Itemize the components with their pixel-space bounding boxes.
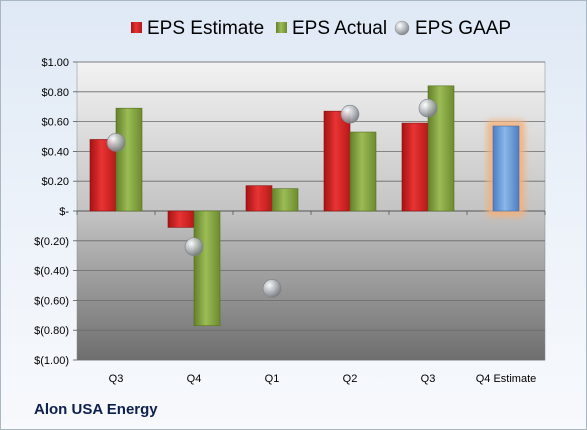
eps-gaap-marker xyxy=(340,104,360,124)
x-tick-label: Q1 xyxy=(265,373,280,385)
eps-actual-bar xyxy=(349,131,377,212)
eps-actual-bar xyxy=(193,210,221,327)
y-tick-label: $(0.60) xyxy=(34,295,69,307)
eps-gaap-marker xyxy=(184,237,204,257)
eps-estimate-bar xyxy=(245,185,273,212)
y-axis-ticks: $1.00 $0.80 $0.60 $0.40 $0.20 $- $(0.20) $(0.40… xyxy=(34,57,77,367)
legend-label-eps-estimate: EPS Estimate xyxy=(147,18,264,39)
x-tick-label: Q2 xyxy=(343,373,358,385)
legend-item-eps-actual: EPS Actual xyxy=(276,18,387,39)
eps-actual-bar xyxy=(271,188,299,212)
legend-label-eps-gaap: EPS GAAP xyxy=(415,18,511,39)
y-tick-label: $(0.20) xyxy=(34,236,69,248)
legend-item-eps-gaap: EPS GAAP xyxy=(394,18,511,39)
x-tick-label: Q3 xyxy=(421,373,436,385)
legend-marker-eps-gaap xyxy=(394,20,410,36)
y-tick-label: $- xyxy=(59,206,69,218)
gaap-markers xyxy=(106,98,438,298)
eps-gaap-marker xyxy=(418,98,438,118)
bars xyxy=(89,85,520,327)
y-tick-label: $0.20 xyxy=(41,176,69,188)
y-tick-label: $0.80 xyxy=(41,87,69,99)
eps-estimate-bar xyxy=(167,210,195,228)
y-tick-label: $(0.80) xyxy=(34,325,69,337)
legend-swatch-eps-actual xyxy=(276,22,287,33)
company-name: Alon USA Energy xyxy=(34,401,158,418)
x-tick-label: Q4 xyxy=(187,373,202,385)
eps-gaap-marker xyxy=(106,133,126,152)
y-tick-label: $(0.40) xyxy=(34,266,69,278)
legend-swatch-eps-estimate xyxy=(131,22,142,33)
legend-label-eps-actual: EPS Actual xyxy=(292,18,387,39)
q4-estimate-bar xyxy=(492,125,520,212)
y-tick-label: $0.40 xyxy=(41,146,69,158)
eps-estimate-bar xyxy=(401,122,429,212)
y-tick-label: $1.00 xyxy=(41,57,69,69)
legend: EPS Estimate EPS Actual EPS GAAP xyxy=(131,18,511,39)
eps-estimate-bar xyxy=(89,139,117,212)
y-tick-label: $(1.00) xyxy=(34,355,69,367)
eps-estimate-bar xyxy=(323,110,351,212)
x-axis-ticks: Q3 Q4 Q1 Q2 Q3 Q4 Estimate xyxy=(76,211,546,385)
x-tick-label: Q4 Estimate xyxy=(476,373,537,385)
eps-actual-bar xyxy=(115,107,143,212)
x-tick-label: Q3 xyxy=(109,373,124,385)
eps-gaap-marker xyxy=(262,279,282,298)
legend-item-eps-estimate: EPS Estimate xyxy=(131,18,264,39)
y-tick-label: $0.60 xyxy=(41,117,69,129)
